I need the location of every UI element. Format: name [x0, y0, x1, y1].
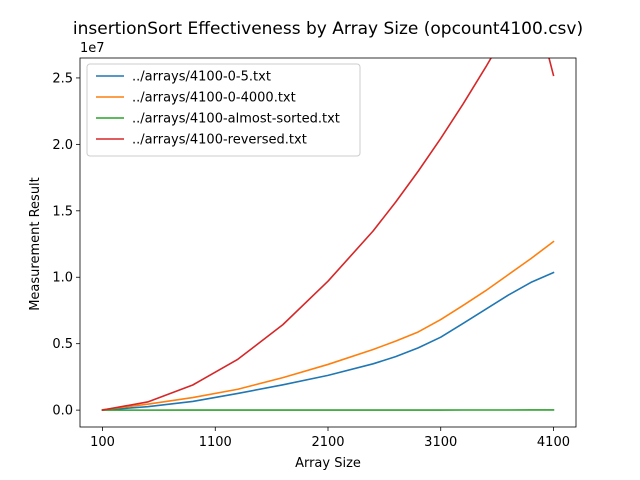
y-tick-label: 1.5 — [52, 204, 73, 219]
legend-box — [86, 63, 361, 157]
x-tick-label: 2100 — [311, 435, 344, 450]
series-line-3 — [101, 58, 555, 411]
x-tick-label: 3100 — [424, 435, 457, 450]
y-axis-offset-label: 1e7 — [80, 41, 105, 56]
y-tick-label: 2.0 — [52, 138, 73, 153]
x-tick-label: 1100 — [199, 435, 232, 450]
legend-label-1: ../arrays/4100-0-4000.txt — [132, 91, 296, 106]
x-tick-label: 100 — [90, 435, 115, 450]
series-line-1 — [101, 240, 555, 411]
y-tick-label: 1.0 — [52, 271, 73, 286]
series-line-0 — [101, 271, 555, 411]
legend: ../arrays/4100-0-5.txt ../arrays/4100-0-4… — [86, 63, 361, 157]
legend-label-3: ../arrays/4100-reversed.txt — [132, 133, 307, 148]
y-tick-label: 0.5 — [52, 337, 73, 352]
legend-label-0: ../arrays/4100-0-5.txt — [132, 70, 271, 85]
plot-area: 100 1100 2100 3100 4100 0.0 0.5 1.0 1.5 2.0 2.5 — [52, 57, 577, 450]
legend-label-2: ../arrays/4100-almost-sorted.txt — [132, 112, 340, 127]
y-axis-label: Measurement Result — [28, 177, 43, 311]
x-tick-label: 4100 — [537, 435, 570, 450]
y-tick-label: 2.5 — [52, 71, 73, 86]
y-tick-label: 0.0 — [52, 404, 73, 419]
x-axis-label: Array Size — [295, 456, 361, 471]
chart-title: insertionSort Effectiveness by Array Siz… — [73, 19, 583, 39]
